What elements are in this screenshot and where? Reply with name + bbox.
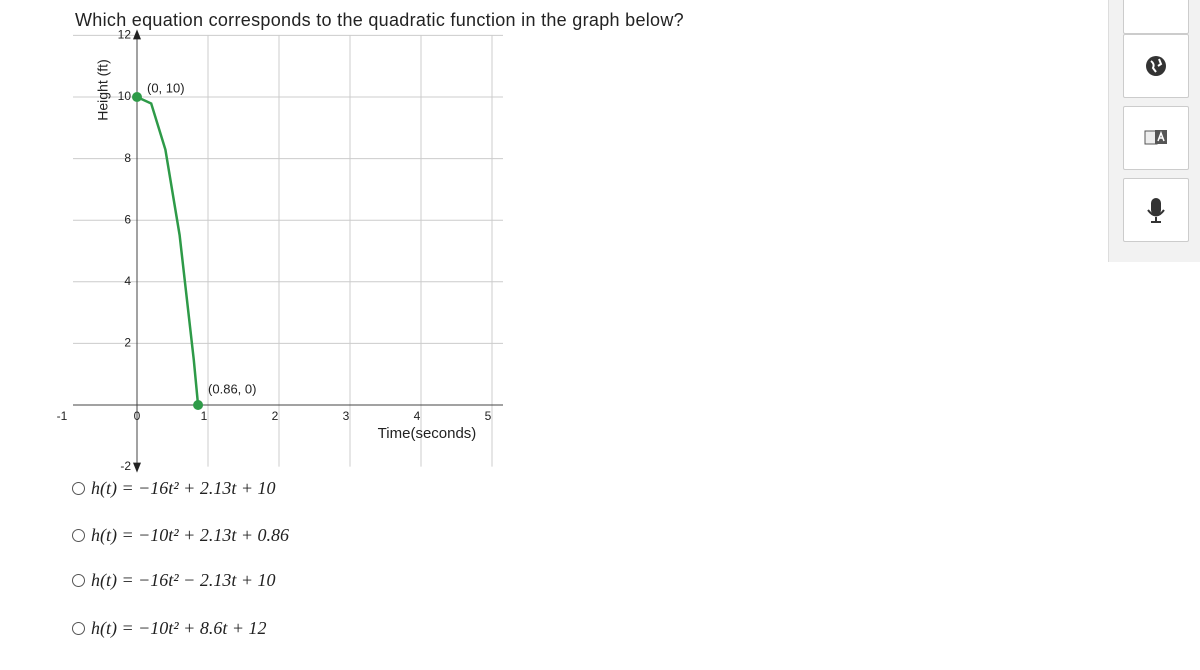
- globe-icon: [1146, 56, 1166, 76]
- point: [132, 92, 142, 102]
- x-tick-label: 0: [134, 409, 141, 423]
- y-tick-label: 8: [124, 151, 131, 165]
- point-label: (0.86, 0): [208, 381, 256, 396]
- option[interactable]: h(t) = −10t² + 8.6t + 12: [72, 618, 266, 639]
- x-tick-label: 1: [201, 409, 208, 423]
- option-text: h(t) = −16t² + 2.13t + 10: [91, 478, 276, 498]
- y-tick-label: 4: [124, 274, 131, 288]
- curve: [136, 95, 200, 406]
- option[interactable]: h(t) = −16t² + 2.13t + 10: [72, 478, 275, 499]
- tool-button[interactable]: [1123, 0, 1189, 34]
- radio-button[interactable]: [72, 482, 85, 495]
- y-arrow: [133, 462, 141, 473]
- y-tick-label: -2: [120, 459, 131, 473]
- radio-button[interactable]: [72, 574, 85, 587]
- y-tick-label: 12: [118, 28, 132, 42]
- y-arrow: [133, 29, 141, 40]
- x-axis-label: Time(seconds): [378, 425, 477, 442]
- radio-button[interactable]: [72, 529, 85, 542]
- y-tick-label: 2: [124, 336, 131, 350]
- option-text: h(t) = −16t² − 2.13t + 10: [91, 570, 276, 590]
- radio-button[interactable]: [72, 622, 85, 635]
- x-tick-label: 2: [272, 409, 279, 423]
- question: Which equation corresponds to the quadra…: [75, 10, 684, 30]
- x-tick-label: -1: [57, 409, 68, 423]
- option-text: h(t) = −10t² + 8.6t + 12: [91, 618, 267, 638]
- point-label: (0, 10): [147, 80, 185, 95]
- mic-icon: [1147, 198, 1165, 223]
- option[interactable]: h(t) = −10t² + 2.13t + 0.86: [72, 525, 289, 546]
- y-tick-label: 6: [124, 212, 131, 226]
- globe-button[interactable]: [1123, 34, 1189, 98]
- y-axis-label: Height (ft): [95, 59, 111, 120]
- x-tick-label: 5: [485, 409, 492, 423]
- option-text: h(t) = −10t² + 2.13t + 0.86: [91, 525, 289, 545]
- option[interactable]: h(t) = −16t² − 2.13t + 10: [72, 570, 275, 591]
- point: [193, 400, 204, 410]
- tool-panel: [1108, 0, 1200, 262]
- mic-button[interactable]: [1123, 178, 1189, 242]
- x-tick-label: 4: [414, 409, 421, 423]
- translate-button[interactable]: [1123, 106, 1189, 170]
- y-tick-label: 10: [118, 89, 132, 103]
- translate-icon: [1144, 130, 1167, 145]
- x-tick-label: 3: [343, 409, 350, 423]
